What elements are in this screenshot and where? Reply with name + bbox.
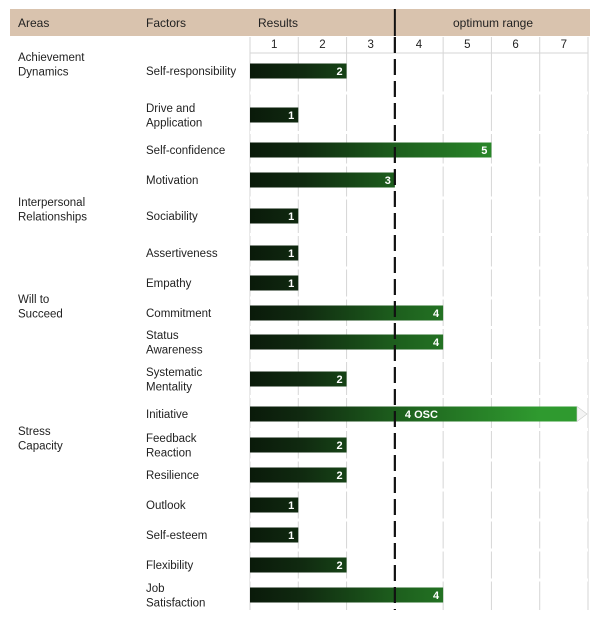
area-label: Capacity <box>18 440 63 452</box>
area-label: Will to <box>18 294 49 306</box>
factor-label: Job <box>146 583 165 595</box>
bar-value-label: 1 <box>288 530 294 542</box>
factor-label: Satisfaction <box>146 597 205 609</box>
bar: 4 OSC <box>250 405 588 423</box>
factor-label: Empathy <box>146 278 192 290</box>
factor-label: Motivation <box>146 175 198 187</box>
bar: 4 <box>250 334 444 350</box>
bar-shape <box>250 63 347 79</box>
bar-value-label: 2 <box>336 470 342 482</box>
bar: 2 <box>250 437 347 453</box>
header-results: Results <box>258 16 298 30</box>
bar-value-label: 1 <box>288 211 294 223</box>
bar-shape <box>250 305 444 321</box>
x-tick-label: 5 <box>464 39 470 51</box>
bar: 2 <box>250 63 347 79</box>
area-label: Interpersonal <box>18 197 85 209</box>
factor-label: Status <box>146 330 179 342</box>
factor-label: Self-esteem <box>146 530 207 542</box>
row-labels: Self-responsibility Drive and Application S… <box>18 52 236 610</box>
bar-value-label: 1 <box>288 248 294 260</box>
bar: 1 <box>250 275 299 291</box>
area-label: Achievement <box>18 52 85 64</box>
bar-shape <box>250 406 587 422</box>
factor-label: Awareness <box>146 344 203 356</box>
bar-shape <box>250 371 347 387</box>
bar-shape <box>250 208 299 224</box>
x-tick-label: 3 <box>368 39 374 51</box>
factor-label: Self-responsibility <box>146 66 236 78</box>
factor-label: Outlook <box>146 500 186 512</box>
bar-shape <box>250 334 444 350</box>
bar-value-label: 5 <box>481 145 487 157</box>
x-tick-label: 4 <box>416 39 423 51</box>
header-areas: Areas <box>18 16 49 30</box>
bars: 2 1 5 3 1 1 1 4 4 2 4 OSC 2 2 1 1 2 4 <box>250 63 588 603</box>
factor-label: Resilience <box>146 470 199 482</box>
bar: 2 <box>250 467 347 483</box>
factor-label: Mentality <box>146 381 192 393</box>
bar-shape <box>250 172 395 188</box>
bar-shape <box>250 245 299 261</box>
bar: 1 <box>250 208 299 224</box>
x-tick-label: 7 <box>561 39 567 51</box>
x-tick-labels: 1 2 3 4 5 6 7 <box>271 39 567 51</box>
bar: 1 <box>250 527 299 543</box>
factor-label: Commitment <box>146 308 212 320</box>
bar-shape <box>250 587 444 603</box>
header-factors: Factors <box>146 16 186 30</box>
bar: 4 <box>250 587 444 603</box>
factor-label: Initiative <box>146 409 188 421</box>
bar-value-label: 1 <box>288 110 294 122</box>
factor-label: Systematic <box>146 367 202 379</box>
bar-shape <box>250 437 347 453</box>
grid-lines <box>249 37 589 610</box>
factor-label: Drive and <box>146 103 195 115</box>
header-optimum-range: optimum range <box>453 16 533 30</box>
bar-shape <box>250 467 347 483</box>
bar-value-label: 3 <box>385 175 391 187</box>
bar: 3 <box>250 172 395 188</box>
area-label: Succeed <box>18 308 63 320</box>
bar-arrow-tip <box>576 405 588 423</box>
bar: 5 <box>250 142 492 158</box>
bar-value-label: 4 <box>433 308 440 320</box>
area-label: Dynamics <box>18 66 69 78</box>
bar-value-label: 2 <box>336 66 342 78</box>
x-tick-label: 1 <box>271 39 277 51</box>
bar: 4 <box>250 305 444 321</box>
area-label: Stress <box>18 426 51 438</box>
header-band <box>10 9 590 36</box>
bar-value-label: 2 <box>336 560 342 572</box>
bar-value-label: 1 <box>288 500 294 512</box>
bar: 1 <box>250 245 299 261</box>
bar-value-label: 2 <box>336 374 342 386</box>
factor-label: Self-confidence <box>146 145 225 157</box>
bar: 1 <box>250 497 299 513</box>
factor-label: Assertiveness <box>146 248 218 260</box>
factor-label: Sociability <box>146 211 198 223</box>
bar-shape <box>250 557 347 573</box>
bar-shape <box>250 275 299 291</box>
bar: 1 <box>250 107 299 123</box>
bar-shape <box>250 107 299 123</box>
bar-shape <box>250 497 299 513</box>
x-tick-label: 2 <box>319 39 325 51</box>
bar: 2 <box>250 557 347 573</box>
bar-value-label: 4 <box>433 590 440 602</box>
factor-label: Flexibility <box>146 560 194 572</box>
bar-value-label: 4 OSC <box>405 409 438 421</box>
bar-value-label: 2 <box>336 440 342 452</box>
x-tick-label: 6 <box>512 39 518 51</box>
bar-value-label: 4 <box>433 337 440 349</box>
bar-value-label: 1 <box>288 278 294 290</box>
bar: 2 <box>250 371 347 387</box>
factor-label: Feedback <box>146 433 197 445</box>
bar-shape <box>250 527 299 543</box>
area-label: Relationships <box>18 211 87 223</box>
factor-label: Application <box>146 117 202 129</box>
bar-shape <box>250 142 492 158</box>
factor-label: Reaction <box>146 447 191 459</box>
